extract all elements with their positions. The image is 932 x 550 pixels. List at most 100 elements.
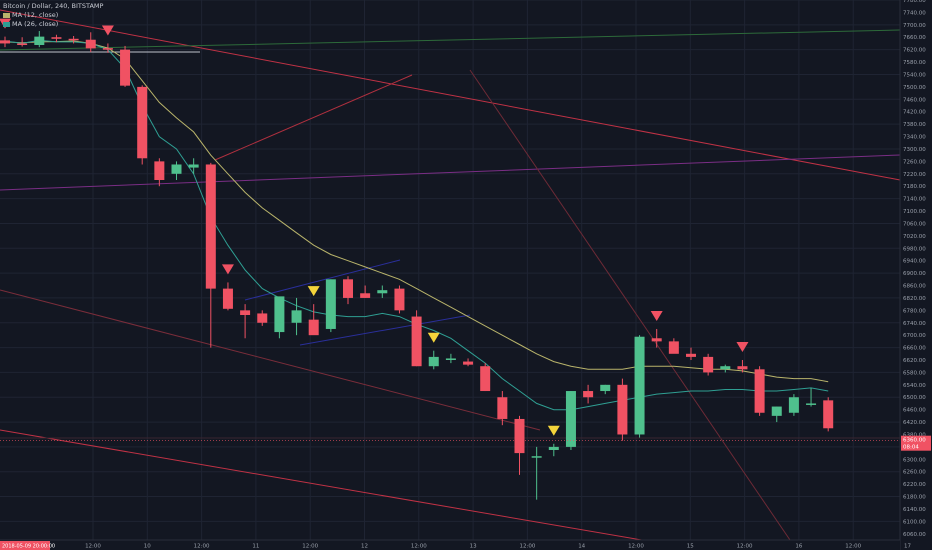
time-tick-label: 12:00 (194, 544, 210, 550)
candle-body[interactable] (291, 310, 302, 323)
candle-body[interactable] (222, 288, 233, 309)
price-tick-label: 7260.00 (903, 159, 926, 165)
legend-ma12-swatch (3, 12, 10, 18)
candle-body[interactable] (411, 316, 422, 367)
candle-body[interactable] (617, 384, 628, 435)
time-tick-label: 12:00 (628, 544, 644, 550)
price-tick-label: 6220.00 (903, 482, 926, 488)
legend-ma26: MA (26, close) (3, 20, 103, 29)
price-tick-label: 7220.00 (903, 172, 926, 178)
candle-body[interactable] (85, 39, 96, 49)
candle-body[interactable] (257, 313, 268, 323)
candle-body[interactable] (668, 341, 679, 354)
price-tick-label: 6900.00 (903, 271, 926, 277)
candle-body[interactable] (360, 293, 371, 298)
price-tick-label: 7620.00 (903, 48, 926, 54)
price-tick-label: 6740.00 (903, 321, 926, 327)
trendline-red-lower[interactable] (0, 429, 701, 550)
candle-body[interactable] (823, 400, 834, 429)
candle-body[interactable] (325, 279, 336, 329)
price-tick-label: 6500.00 (903, 395, 926, 401)
trendline-red-steep[interactable] (469, 69, 791, 541)
candle-body[interactable] (394, 288, 405, 311)
candle-body[interactable] (377, 290, 388, 294)
candle-body[interactable] (565, 391, 576, 447)
candle-body[interactable] (754, 369, 765, 413)
time-tick-label: 13 (470, 544, 477, 550)
candle-body[interactable] (771, 406, 782, 416)
price-tick-label: 6540.00 (903, 383, 926, 389)
trendline-red-upper[interactable] (0, 9, 901, 181)
candle-body[interactable] (583, 391, 594, 398)
signal-marker-icon (307, 286, 320, 297)
price-tick-label: 6660.00 (903, 346, 926, 352)
candle-body[interactable] (634, 336, 645, 435)
candle-body[interactable] (686, 353, 696, 357)
chart-legend: Bitcoin / Dollar, 240, BITSTAMP MA (12, … (3, 2, 103, 29)
trendline-red-channel-top[interactable] (0, 289, 541, 431)
candle-body[interactable] (240, 310, 251, 315)
signal-marker-icon (221, 264, 234, 275)
candle-body[interactable] (548, 446, 559, 450)
candle-body[interactable] (154, 161, 165, 180)
candle-body[interactable] (497, 397, 508, 419)
trendline-red-rise[interactable] (214, 74, 413, 161)
candle-body[interactable] (463, 361, 474, 365)
time-tick-label: 17 (904, 544, 911, 550)
candle-body[interactable] (651, 338, 662, 342)
price-tick-label: 7180.00 (903, 184, 926, 190)
price-tick-label: 6940.00 (903, 259, 926, 265)
price-tick-label: 6060.00 (903, 532, 926, 538)
candle-body[interactable] (68, 38, 79, 41)
price-tick-label: 7500.00 (903, 85, 926, 91)
price-tick-label: 7540.00 (903, 72, 926, 78)
candle-body[interactable] (531, 456, 542, 458)
price-tick-label: 7580.00 (903, 60, 926, 66)
candle-body[interactable] (205, 164, 216, 289)
candle-body[interactable] (428, 356, 439, 367)
time-start-badge (0, 541, 50, 550)
candle-body[interactable] (600, 384, 611, 392)
channel-blue-bottom[interactable] (299, 314, 471, 346)
candle-body[interactable] (720, 366, 731, 370)
price-tick-label: 7060.00 (903, 221, 926, 227)
price-tick-label: 6140.00 (903, 507, 926, 513)
price-tick-label: 6860.00 (903, 284, 926, 290)
price-tick-label: 7380.00 (903, 122, 926, 128)
candle-body[interactable] (137, 86, 148, 159)
candle-body[interactable] (0, 40, 10, 44)
time-tick-label: 12:00 (411, 544, 427, 550)
trendline-green[interactable] (0, 29, 901, 51)
signal-marker-icon (736, 342, 749, 352)
candle-body[interactable] (274, 296, 285, 333)
price-tick-label: 7460.00 (903, 97, 926, 103)
candle-body[interactable] (514, 418, 525, 454)
time-tick-label: 12:00 (737, 544, 753, 550)
candle-body[interactable] (788, 397, 799, 413)
candle-body[interactable] (51, 37, 62, 39)
time-axis[interactable] (0, 540, 900, 550)
candle-body[interactable] (188, 164, 199, 168)
candle-body[interactable] (120, 49, 131, 86)
candle-body[interactable] (343, 279, 353, 298)
candle-body[interactable] (806, 403, 817, 405)
candle-body[interactable] (17, 43, 28, 45)
candle-body[interactable] (445, 358, 456, 360)
candle-body[interactable] (102, 48, 113, 50)
price-tick-label: 7140.00 (903, 197, 926, 203)
price-tick-label: 7780.00 (903, 0, 926, 4)
price-axis[interactable] (900, 0, 932, 550)
candle-body[interactable] (480, 366, 491, 392)
candle-body[interactable] (703, 356, 714, 373)
candle-body[interactable] (34, 36, 45, 45)
candle-body[interactable] (737, 366, 748, 370)
price-tick-label: 6300.00 (903, 457, 926, 463)
trendline-purple[interactable] (0, 154, 901, 191)
candle-body[interactable] (308, 319, 319, 336)
price-tick-label: 6980.00 (903, 246, 926, 252)
price-tick-label: 6180.00 (903, 495, 926, 501)
candle-body[interactable] (171, 164, 182, 174)
